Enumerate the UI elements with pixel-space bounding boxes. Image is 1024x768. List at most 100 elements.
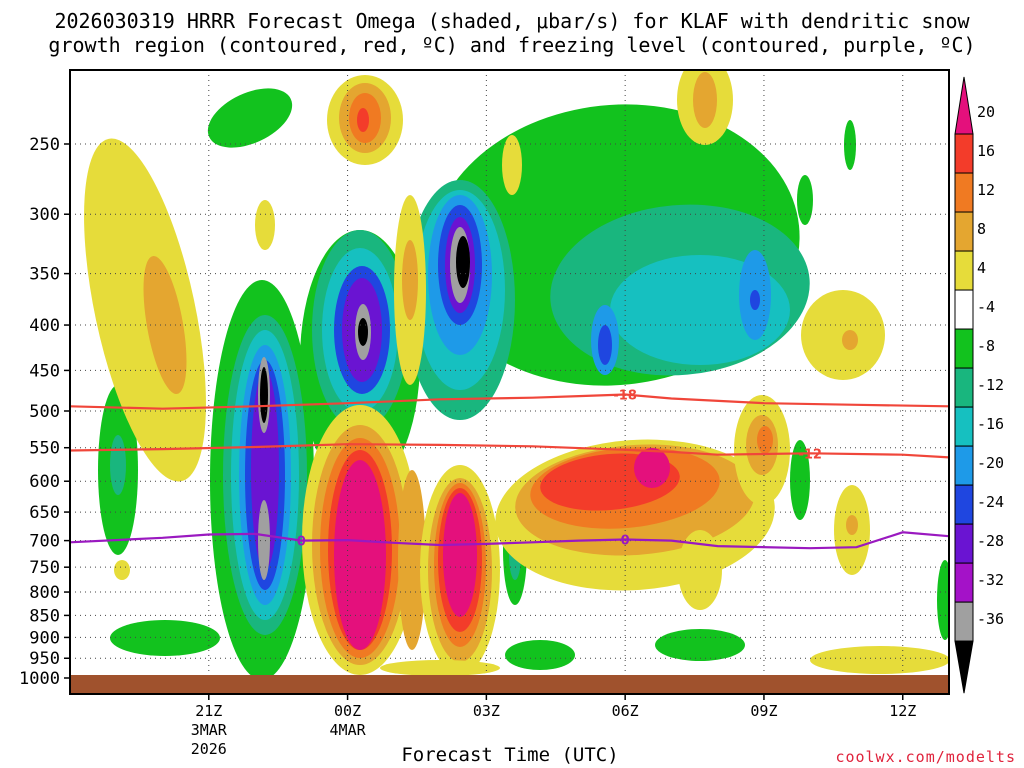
site-credit[interactable]: coolwx.com/modelts bbox=[835, 748, 1016, 766]
colorbar-swatch bbox=[954, 328, 974, 369]
black-core-0130 bbox=[358, 318, 368, 346]
y-tick-label-550: 550 bbox=[29, 439, 60, 459]
yellow-spot-2000 bbox=[114, 560, 130, 580]
yellow-bottom-right bbox=[810, 646, 949, 674]
green-spot-right-3 bbox=[790, 440, 810, 520]
y-tick-label-650: 650 bbox=[29, 503, 60, 523]
black-core-mid bbox=[456, 236, 470, 288]
green-spot-right-2 bbox=[797, 175, 813, 225]
x-axis-title: Forecast Time (UTC) bbox=[401, 744, 619, 766]
contour-label--18: -18 bbox=[613, 388, 637, 403]
yellow-small-2300 bbox=[255, 200, 275, 250]
colorbar-swatch bbox=[954, 445, 974, 486]
contour-label--12: -12 bbox=[798, 447, 822, 462]
colorbar-label--4: -4 bbox=[977, 298, 995, 316]
contour-label-0: 0 bbox=[297, 535, 306, 550]
colorbar-swatch bbox=[954, 133, 974, 174]
yellow-low-0800 bbox=[678, 530, 722, 610]
colorbar-swatch bbox=[954, 562, 974, 603]
colorbar-label-16: 16 bbox=[977, 142, 995, 160]
colorbar-swatch bbox=[954, 640, 974, 694]
x-tick-label-21Z: 21Z bbox=[195, 702, 222, 720]
x-tick-label-00Z: 00Z bbox=[334, 702, 361, 720]
y-tick-label-950: 950 bbox=[29, 649, 60, 669]
colorbar-label-4: 4 bbox=[977, 259, 986, 277]
y-tick-label-300: 300 bbox=[29, 205, 60, 225]
colorbar-label--20: -20 bbox=[977, 454, 1004, 472]
contour-0 bbox=[70, 531, 949, 550]
colorbar-swatch bbox=[954, 289, 974, 330]
gold-0200-column bbox=[402, 240, 418, 320]
y-tick-label-900: 900 bbox=[29, 628, 60, 648]
colorbar-label--28: -28 bbox=[977, 532, 1004, 550]
chart-title-line-1: 2026030319 HRRR Forecast Omega (shaded, … bbox=[54, 9, 970, 33]
red-top-0100 bbox=[357, 108, 369, 132]
gold-right-top bbox=[842, 330, 858, 350]
colorbar-label--32: -32 bbox=[977, 571, 1004, 589]
yellow-0200-lower bbox=[398, 470, 426, 650]
chart-title-line-2: growth region (contoured, red, ºC) and f… bbox=[48, 33, 976, 57]
colorbar-label-20: 20 bbox=[977, 103, 995, 121]
magenta-lower-0300 bbox=[443, 493, 477, 617]
colorbar-label--24: -24 bbox=[977, 493, 1004, 511]
magenta-lower-0100 bbox=[334, 460, 386, 650]
green-bottom-right bbox=[655, 629, 745, 661]
gold-top-0800 bbox=[693, 72, 717, 128]
y-tick-label-500: 500 bbox=[29, 402, 60, 422]
black-core-left-1 bbox=[260, 367, 268, 423]
colorbar-label-8: 8 bbox=[977, 220, 986, 238]
colorbar-swatch bbox=[954, 172, 974, 213]
contour--12 bbox=[70, 443, 949, 459]
colorbar-label-12: 12 bbox=[977, 181, 995, 199]
colorbar-swatch bbox=[954, 367, 974, 408]
contour-label-0: 0 bbox=[621, 534, 630, 549]
green-region-top bbox=[207, 88, 293, 148]
green-spot-right bbox=[844, 120, 856, 170]
colorbar-swatch bbox=[954, 601, 974, 642]
x-tick-label-12Z: 12Z bbox=[889, 702, 916, 720]
y-tick-label-600: 600 bbox=[29, 472, 60, 492]
darkblue-spot-0600 bbox=[598, 325, 612, 365]
y-tick-label-450: 450 bbox=[29, 361, 60, 381]
yellow-bottom-0300 bbox=[380, 660, 500, 676]
y-tick-label-800: 800 bbox=[29, 583, 60, 603]
ground-bar bbox=[70, 675, 949, 694]
y-tick-label-400: 400 bbox=[29, 316, 60, 336]
y-tick-label-700: 700 bbox=[29, 532, 60, 552]
colorbar-swatch bbox=[954, 406, 974, 447]
x-tick-label-03Z: 03Z bbox=[473, 702, 500, 720]
contour--18 bbox=[70, 393, 949, 410]
colorbar-swatch bbox=[954, 484, 974, 525]
x-tick-date: 3MAR bbox=[191, 721, 228, 739]
colorbar-swatch bbox=[954, 250, 974, 291]
colorbar-swatch bbox=[954, 76, 974, 135]
yellow-0330-top bbox=[502, 135, 522, 195]
gold-right-low bbox=[846, 515, 858, 535]
y-tick-label-350: 350 bbox=[29, 265, 60, 285]
green-right-edge bbox=[937, 560, 949, 640]
gray-core-left-2 bbox=[258, 500, 270, 580]
yellow-right-top bbox=[801, 290, 885, 380]
purple-left-column bbox=[251, 370, 279, 570]
colorbar-label--12: -12 bbox=[977, 376, 1004, 394]
orange-spot-0830 bbox=[757, 426, 773, 454]
x-tick-label-09Z: 09Z bbox=[750, 702, 777, 720]
y-tick-label-1000: 1000 bbox=[19, 669, 60, 689]
colorbar-swatch bbox=[954, 211, 974, 252]
magenta-spot-0700 bbox=[634, 448, 670, 488]
x-tick-label-06Z: 06Z bbox=[612, 702, 639, 720]
colorbar-label--16: -16 bbox=[977, 415, 1004, 433]
green-bottom-left bbox=[110, 620, 220, 656]
y-tick-label-750: 750 bbox=[29, 558, 60, 578]
y-tick-label-250: 250 bbox=[29, 135, 60, 155]
y-tick-label-850: 850 bbox=[29, 606, 60, 626]
cyan-region-far-left bbox=[110, 435, 126, 495]
plot-frame bbox=[69, 69, 950, 695]
x-tick-date: 4MAR bbox=[330, 721, 367, 739]
darkblue-spot-0900 bbox=[750, 290, 760, 310]
x-tick-year: 2026 bbox=[191, 740, 227, 758]
colorbar-label--36: -36 bbox=[977, 610, 1004, 628]
green-bottom-mid bbox=[505, 640, 575, 670]
colorbar-label--8: -8 bbox=[977, 337, 995, 355]
